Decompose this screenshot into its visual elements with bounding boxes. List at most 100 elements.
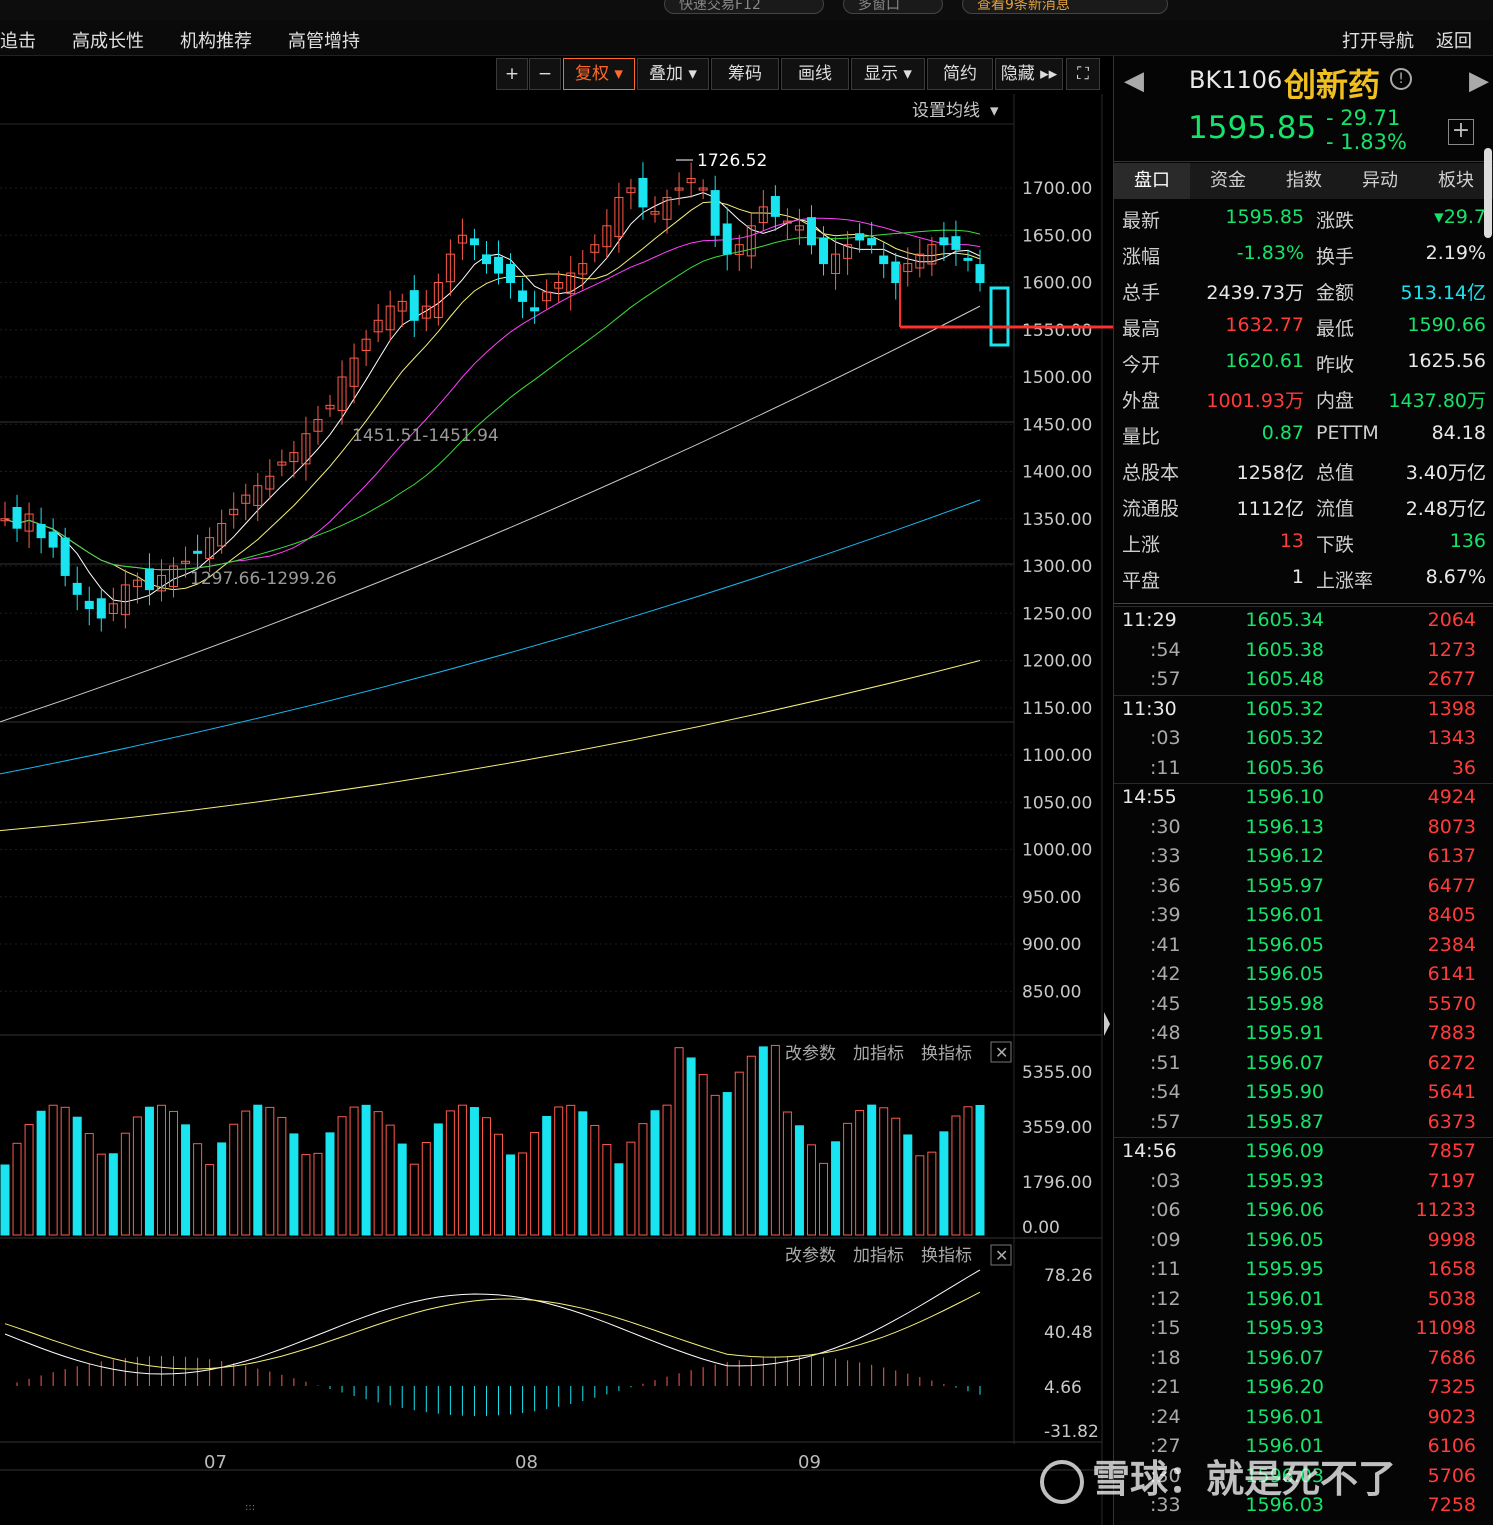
tick-row[interactable]: :12 1596.01 5038 bbox=[1114, 1286, 1493, 1315]
scroll-grip-icon[interactable]: ::: bbox=[245, 1502, 255, 1513]
candle-body bbox=[205, 537, 215, 559]
next-stock-icon[interactable]: ▶ bbox=[1469, 66, 1489, 96]
indicator-edit-params-link[interactable]: 改参数 bbox=[785, 1246, 836, 1266]
tick-row[interactable]: :24 1596.01 9023 bbox=[1114, 1404, 1493, 1433]
indicator-add-link[interactable]: 加指标 bbox=[853, 1246, 904, 1266]
ma-setting-link[interactable]: 设置均线 bbox=[912, 101, 980, 121]
nav-item-institution[interactable]: 机构推荐 bbox=[180, 31, 252, 52]
tick-row[interactable]: :36 1595.97 6477 bbox=[1114, 873, 1493, 902]
high-label: 1726.52 bbox=[697, 151, 767, 171]
volume-bar bbox=[385, 1124, 395, 1236]
volume-close-icon[interactable] bbox=[990, 1041, 1012, 1063]
tab-index[interactable]: 指数 bbox=[1266, 163, 1343, 199]
quote-label: 上涨 bbox=[1122, 534, 1161, 556]
collapse-right-panel-icon[interactable] bbox=[1104, 1012, 1110, 1036]
volume-add-indicator-link[interactable]: 加指标 bbox=[853, 1044, 904, 1064]
candle-body bbox=[831, 253, 841, 274]
zoom-in-button[interactable]: + bbox=[496, 58, 528, 90]
tick-row[interactable]: :30 1596.03 5706 bbox=[1114, 1463, 1493, 1492]
fullscreen-icon[interactable]: ⛶ bbox=[1066, 58, 1100, 90]
quick-trade-button[interactable]: 快速交易F12 bbox=[664, 0, 824, 14]
tab-order-book[interactable]: 盘口 bbox=[1114, 163, 1191, 199]
tick-row[interactable]: :45 1595.98 5570 bbox=[1114, 991, 1493, 1020]
indicator-close-icon[interactable] bbox=[990, 1244, 1012, 1266]
indicator-switch-link[interactable]: 换指标 bbox=[921, 1246, 972, 1266]
add-watchlist-icon[interactable]: + bbox=[1448, 119, 1474, 145]
tick-volume: 2677 bbox=[1427, 668, 1476, 690]
tick-row[interactable]: :03 1595.93 7197 bbox=[1114, 1168, 1493, 1197]
tick-row[interactable]: :41 1596.05 2384 bbox=[1114, 932, 1493, 961]
price-change-pct: - 1.83% bbox=[1326, 130, 1407, 154]
tick-row[interactable]: :21 1596.20 7325 bbox=[1114, 1374, 1493, 1403]
volume-edit-params-link[interactable]: 改参数 bbox=[785, 1044, 836, 1064]
side-scroll-handle[interactable] bbox=[1484, 148, 1492, 238]
prev-stock-icon[interactable]: ◀ bbox=[1124, 66, 1144, 96]
tick-row[interactable]: 11:30 1605.32 1398 bbox=[1114, 694, 1493, 725]
display-button[interactable]: 显示 ▾ bbox=[851, 58, 925, 90]
adjust-rights-button[interactable]: 复权 ▾ bbox=[563, 58, 635, 90]
draw-button[interactable]: 画线 bbox=[781, 58, 849, 90]
tick-row[interactable]: :33 1596.12 6137 bbox=[1114, 843, 1493, 872]
quote-value: 1590.66 bbox=[1407, 314, 1486, 336]
overlay-button[interactable]: 叠加 ▾ bbox=[637, 58, 709, 90]
zoom-out-button[interactable]: − bbox=[529, 58, 561, 90]
tick-row[interactable]: :42 1596.05 6141 bbox=[1114, 961, 1493, 990]
tick-row[interactable]: :06 1596.06 11233 bbox=[1114, 1197, 1493, 1226]
tick-volume: 7883 bbox=[1427, 1022, 1476, 1044]
volume-bar bbox=[686, 1057, 696, 1236]
tick-row[interactable]: :18 1596.07 7686 bbox=[1114, 1345, 1493, 1374]
stock-name: 创新药 bbox=[1284, 66, 1381, 104]
news-message-button[interactable]: 查看9条新消息 bbox=[962, 0, 1168, 14]
simple-button[interactable]: 简约 bbox=[927, 58, 993, 90]
tick-row[interactable]: :33 1596.03 7258 bbox=[1114, 1492, 1493, 1521]
tick-row[interactable]: 14:55 1596.10 4924 bbox=[1114, 783, 1493, 813]
tab-funds[interactable]: 资金 bbox=[1190, 163, 1267, 199]
kline-chart[interactable]: 设置均线 ▾ 1700.00 1650.00 1600.00 1550.00 1500.… bbox=[0, 94, 1113, 1525]
open-nav-link[interactable]: 打开导航 bbox=[1342, 31, 1414, 52]
tick-row[interactable]: :54 1595.90 5641 bbox=[1114, 1079, 1493, 1108]
nav-item-growth[interactable]: 高成长性 bbox=[72, 31, 144, 52]
tick-row[interactable]: :48 1595.91 7883 bbox=[1114, 1020, 1493, 1049]
tick-price: 1596.01 bbox=[1245, 1287, 1324, 1310]
volume-bar bbox=[903, 1134, 913, 1236]
volume-bar bbox=[96, 1153, 106, 1236]
tick-row[interactable]: :51 1596.07 6272 bbox=[1114, 1050, 1493, 1079]
tick-row[interactable]: 14:56 1596.09 7857 bbox=[1114, 1137, 1493, 1167]
nav-item-exec-buy[interactable]: 高管增持 bbox=[288, 31, 360, 52]
candle-body bbox=[891, 261, 901, 283]
tab-anomaly[interactable]: 异动 bbox=[1342, 163, 1419, 199]
tick-row[interactable]: :09 1596.05 9998 bbox=[1114, 1227, 1493, 1256]
nav-bar: 追击 高成长性 机构推荐 高管增持 打开导航 返回 bbox=[0, 20, 1493, 56]
chart-background bbox=[0, 94, 1113, 1525]
chips-button[interactable]: 筹码 bbox=[711, 58, 779, 90]
watermark-text: 雪球：就是死不了 bbox=[1092, 1457, 1397, 1501]
tick-time: :18 bbox=[1150, 1346, 1181, 1369]
tick-volume: 7325 bbox=[1427, 1376, 1476, 1398]
tick-time: :11 bbox=[1150, 756, 1181, 779]
nav-item-chase[interactable]: 追击 bbox=[0, 31, 36, 52]
tick-time: 11:30 bbox=[1122, 697, 1177, 720]
candle-body bbox=[217, 522, 227, 547]
tick-row[interactable]: :15 1595.93 11098 bbox=[1114, 1315, 1493, 1344]
tick-row[interactable]: :27 1596.01 6106 bbox=[1114, 1433, 1493, 1462]
tab-sector[interactable]: 板块 bbox=[1418, 163, 1493, 199]
volume-bar bbox=[229, 1123, 239, 1236]
tick-row[interactable]: :03 1605.32 1343 bbox=[1114, 725, 1493, 754]
tick-row[interactable]: :57 1595.87 6373 bbox=[1114, 1109, 1493, 1138]
x-label-07: 07 bbox=[204, 1452, 227, 1473]
tick-price: 1596.07 bbox=[1245, 1346, 1324, 1369]
info-icon[interactable]: ! bbox=[1390, 68, 1412, 90]
tick-row[interactable]: :39 1596.01 8405 bbox=[1114, 902, 1493, 931]
tick-row[interactable]: :11 1595.95 1658 bbox=[1114, 1256, 1493, 1285]
tick-row[interactable]: :57 1605.48 2677 bbox=[1114, 666, 1493, 695]
tick-row[interactable]: :54 1605.38 1273 bbox=[1114, 637, 1493, 666]
tick-row[interactable]: :11 1605.36 36 bbox=[1114, 755, 1493, 784]
hide-button[interactable]: 隐藏 ▸▸ bbox=[995, 58, 1063, 90]
multi-window-button[interactable]: 多窗口 bbox=[843, 0, 943, 14]
volume-switch-indicator-link[interactable]: 换指标 bbox=[921, 1044, 972, 1064]
back-link[interactable]: 返回 bbox=[1436, 31, 1472, 52]
tick-row[interactable]: 11:29 1605.34 2064 bbox=[1114, 606, 1493, 636]
indicator-lines bbox=[4, 1269, 981, 1416]
tick-row[interactable]: :30 1596.13 8073 bbox=[1114, 814, 1493, 843]
indicator-tick-label: 78.26 bbox=[1044, 1266, 1093, 1286]
